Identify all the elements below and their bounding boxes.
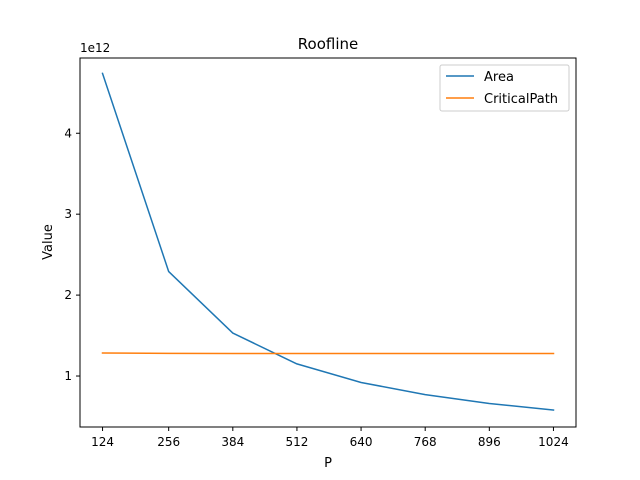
x-tick-label: 768 [414, 435, 437, 449]
x-tick-label: 896 [478, 435, 501, 449]
y-offset-label: 1e12 [80, 41, 110, 55]
x-tick-label: 512 [285, 435, 308, 449]
series-line-criticalpath [101, 352, 555, 355]
y-tick-label: 2 [64, 288, 72, 302]
x-axis-label: P [324, 456, 332, 471]
x-tick-label: 1024 [538, 435, 569, 449]
y-axis: 1 2 3 4 [64, 126, 80, 383]
x-axis: 124 256 384 512 640 768 896 1024 [91, 427, 569, 449]
x-tick-label: 124 [91, 435, 114, 449]
x-tick-label: 384 [221, 435, 244, 449]
series-line-area [101, 72, 555, 411]
series-layer [101, 72, 555, 411]
y-axis-label: Value [41, 224, 56, 260]
y-tick-label: 3 [64, 207, 72, 221]
x-tick-label: 640 [350, 435, 373, 449]
x-tick-label: 256 [157, 435, 180, 449]
y-tick-label: 1 [64, 369, 72, 383]
legend: Area CriticalPath [439, 64, 570, 112]
chart-title: Roofline [298, 35, 358, 53]
legend-label-area: Area [484, 70, 514, 85]
plot-frame [79, 57, 577, 428]
y-tick-label: 4 [64, 126, 72, 140]
legend-label-criticalpath: CriticalPath [484, 92, 558, 107]
